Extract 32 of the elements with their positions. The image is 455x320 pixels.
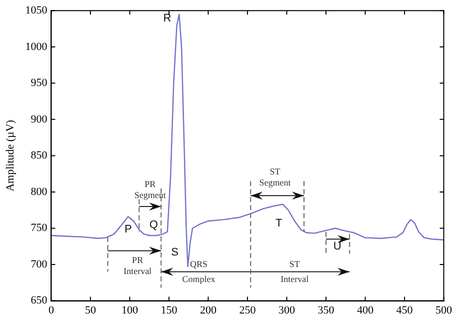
x-tick-label: 250 [239,304,256,316]
annotation: Q [149,219,158,232]
x-tick-label: 200 [200,304,217,316]
annotation: S [171,246,178,259]
y-tick-label: 700 [30,258,48,270]
x-tick-label: 0 [48,304,54,316]
y-tick-label: 950 [30,77,48,90]
annotation: ST Segment [259,166,292,188]
x-tick-label: 400 [356,304,374,316]
y-tick-label: 850 [30,150,48,162]
x-tick-label: 150 [160,304,178,316]
annotation: PR Interval [124,255,152,276]
annotation: U [333,240,342,252]
x-tick-label: 50 [84,304,96,316]
x-tick-label: 450 [396,304,414,316]
y-tick-label: 1000 [25,40,48,53]
y-tick-label: 650 [30,294,48,307]
y-tick-label: 800 [30,186,48,198]
annotation: T [275,217,282,230]
x-tick-label: 300 [278,304,296,316]
x-tick-label: 100 [121,304,138,316]
y-tick-label: 1050 [25,4,48,16]
annotation: QRS Complex [182,259,216,284]
y-tick-label: 750 [30,222,48,234]
y-axis-title: Amplitude (µV) [4,120,16,192]
annotation: R [163,12,172,24]
annotation: PR Segment [134,178,166,200]
y-tick-label: 900 [30,113,48,126]
x-tick-label: 500 [436,304,452,316]
annotation: P [124,224,132,236]
annotation: ST Interval [280,259,310,284]
x-tick-label: 350 [318,304,335,316]
